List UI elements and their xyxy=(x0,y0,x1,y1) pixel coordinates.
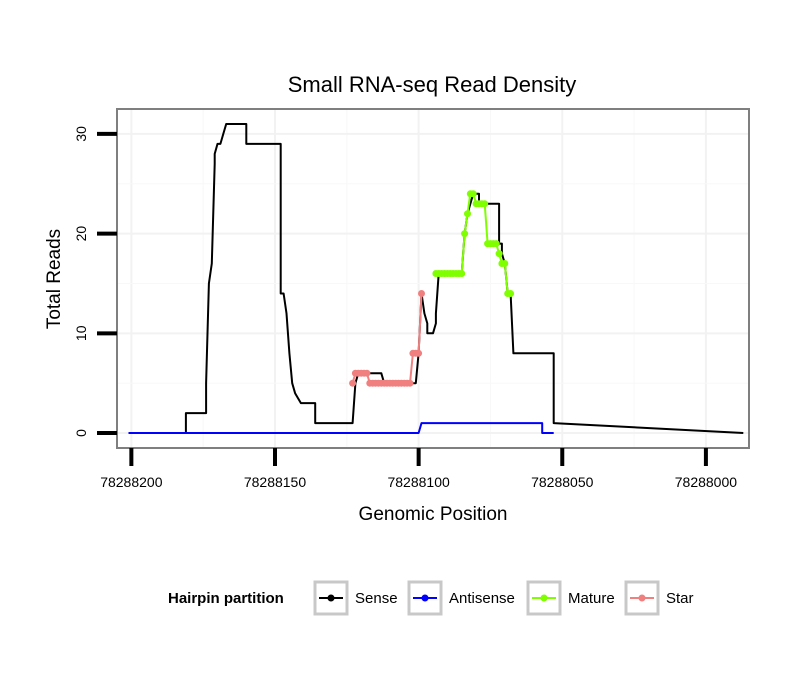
series-antisense xyxy=(128,422,554,434)
mature-point xyxy=(481,200,489,208)
x-tick-label: 78288050 xyxy=(531,474,594,490)
legend-label: Mature xyxy=(568,590,615,607)
grid xyxy=(117,109,749,448)
x-tick-label: 78288200 xyxy=(100,474,163,490)
y-tick-label: 10 xyxy=(73,325,89,341)
star-point xyxy=(349,379,357,387)
series-layer xyxy=(128,123,744,434)
star-point xyxy=(363,369,371,377)
y-tick-label: 20 xyxy=(73,226,89,242)
legend-key-point xyxy=(638,594,646,602)
x-tick-label: 78288150 xyxy=(244,474,307,490)
star-point xyxy=(415,349,423,357)
mature-point xyxy=(507,290,515,297)
chart-title: Small RNA-seq Read Density xyxy=(288,72,577,97)
legend: Hairpin partition Sense Antisense Mature St… xyxy=(168,580,694,616)
y-axis: 0 10 20 30 xyxy=(73,126,117,437)
series-mature xyxy=(432,190,515,297)
mature-point xyxy=(469,190,477,198)
plot-border xyxy=(116,108,750,449)
antisense-line xyxy=(128,422,554,434)
legend-item-star: Star xyxy=(624,580,694,616)
legend-key-point xyxy=(421,594,429,602)
legend-label: Star xyxy=(666,590,694,607)
mature-point xyxy=(464,210,471,218)
x-tick-label: 78288100 xyxy=(387,474,450,490)
legend-key-point xyxy=(540,594,548,602)
legend-label: Antisense xyxy=(449,590,515,607)
legend-items: Sense Antisense Mature Star xyxy=(313,580,694,616)
y-axis-title: Total Reads xyxy=(44,229,65,329)
y-tick-label: 0 xyxy=(73,429,89,437)
mature-point xyxy=(501,260,509,267)
legend-item-mature: Mature xyxy=(526,580,615,616)
plot-panel xyxy=(117,109,749,448)
mature-point xyxy=(461,230,469,238)
legend-item-antisense: Antisense xyxy=(407,580,515,616)
mature-point xyxy=(492,240,500,248)
star-point xyxy=(406,379,414,387)
x-tick-label: 78288000 xyxy=(675,474,738,490)
star-point xyxy=(418,290,425,297)
legend-title: Hairpin partition xyxy=(168,590,284,607)
y-tick-label: 30 xyxy=(73,126,89,142)
series-star xyxy=(349,290,425,387)
legend-key-point xyxy=(327,594,335,602)
x-axis: 78288200 78288150 78288100 78288050 78288000 xyxy=(100,448,737,490)
mature-point xyxy=(458,270,466,277)
mature-point xyxy=(495,250,503,258)
legend-item-sense: Sense xyxy=(313,580,398,616)
x-axis-title: Genomic Position xyxy=(359,504,508,525)
legend-label: Sense xyxy=(355,590,398,607)
